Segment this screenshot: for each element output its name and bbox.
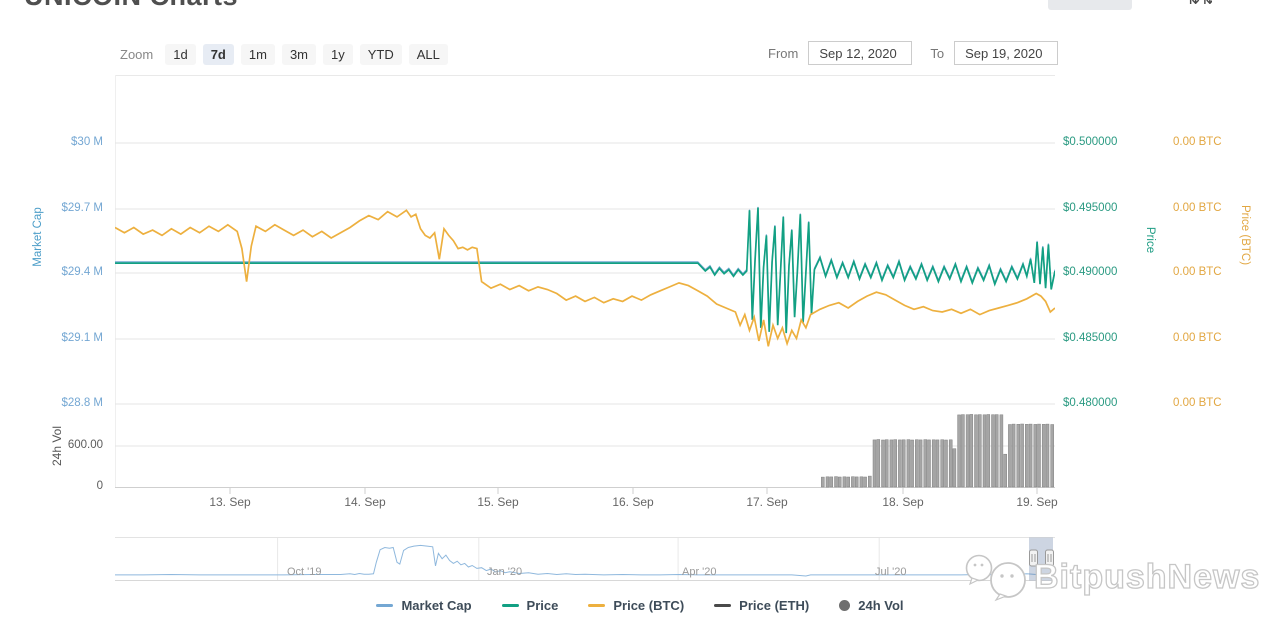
legend-marker (501, 604, 519, 607)
zoom-label: Zoom (120, 46, 154, 62)
legend-label: Market Cap (401, 598, 472, 613)
legend-item-24h-vol[interactable]: 24h Vol (839, 598, 904, 613)
range-button-1d[interactable]: 1d (165, 43, 196, 65)
x-axis-label: 13. Sep (209, 495, 251, 509)
price-btc-tick: 0.00 BTC (1173, 332, 1222, 344)
price-tick: $0.495000 (1063, 202, 1118, 214)
x-axis-label: 18. Sep (882, 495, 924, 509)
range-buttons: 1d 7d 1m 3m 1y YTD ALL (165, 43, 455, 65)
watermark-text: BitpushNews (1033, 557, 1261, 596)
range-button-3m[interactable]: 3m (281, 43, 316, 65)
navigator-line (115, 544, 1055, 577)
x-axis-label: 15. Sep (477, 495, 519, 509)
x-axis-label: 19. Sep (1016, 495, 1058, 509)
legend-label: Price (ETH) (739, 598, 810, 613)
legend-marker (714, 604, 732, 607)
price-btc-axis-title: Price (BTC) (1239, 204, 1251, 266)
price-tick: $0.500000 (1063, 136, 1118, 148)
navigator-handle[interactable] (1029, 549, 1038, 567)
price-btc-line (115, 209, 1055, 347)
legend-item-price[interactable]: Price (501, 598, 559, 613)
x-axis-label: 17. Sep (746, 495, 788, 509)
legend-marker (376, 604, 394, 607)
main-chart-plot[interactable] (115, 75, 1055, 495)
price-tick: $0.480000 (1063, 397, 1118, 409)
market-cap-tick: $29.7 M (61, 202, 103, 214)
legend-label: Price (526, 598, 559, 613)
volume-tick: 0 (96, 480, 103, 492)
zoom-range-toolbar: Zoom 1d 7d 1m 3m 1y YTD ALL (120, 42, 455, 66)
market-cap-tick: $30 M (71, 136, 103, 148)
legend-label: 24h Vol (858, 598, 904, 613)
from-date-input[interactable] (808, 41, 913, 65)
range-button-1m[interactable]: 1m (240, 43, 275, 65)
market-cap-axis-title: Market Cap (32, 207, 44, 267)
legend-item-price-btc-[interactable]: Price (BTC) (588, 598, 684, 613)
legend-item-market-cap[interactable]: Market Cap (376, 598, 472, 613)
price-btc-tick: 0.00 BTC (1173, 202, 1222, 214)
legend-marker (588, 604, 606, 607)
navigator-label: Apr '20 (682, 566, 717, 578)
chart-legend: Market Cap Price Price (BTC) Price (ETH) 24h… (0, 598, 1280, 613)
x-axis-label: 16. Sep (612, 495, 654, 509)
price-btc-tick: 0.00 BTC (1173, 397, 1222, 409)
price-tick: $0.485000 (1063, 332, 1118, 344)
page-title: UNICOIN Charts (24, 0, 444, 10)
range-button-7d[interactable]: 7d (202, 43, 234, 65)
from-label: From (768, 45, 799, 61)
date-range-toolbar: From To (768, 40, 1059, 66)
menu-icon[interactable] (1238, 0, 1262, 4)
header-button[interactable] (1048, 0, 1132, 10)
x-axis-label: 14. Sep (344, 495, 386, 509)
price-btc-tick: 0.00 BTC (1173, 136, 1222, 148)
legend-item-price-eth-[interactable]: Price (ETH) (714, 598, 809, 613)
range-button-all[interactable]: ALL (408, 43, 448, 65)
navigator-handle[interactable] (1045, 549, 1054, 567)
compare-arrows-icon[interactable]: ⇅⇅ (1186, 0, 1212, 8)
navigator-label: Jul '20 (875, 566, 907, 578)
market-cap-tick: $29.4 M (61, 266, 103, 278)
legend-marker (839, 600, 851, 611)
navigator-label: Oct '19 (287, 566, 322, 578)
price-btc-tick: 0.00 BTC (1173, 266, 1222, 278)
to-label: To (930, 45, 945, 61)
range-button-1y[interactable]: 1y (323, 43, 353, 65)
price-tick: $0.490000 (1063, 266, 1118, 278)
price-axis-title: Price (1144, 226, 1156, 254)
volume-axis-title: 24h Vol (50, 425, 64, 467)
volume-bars (821, 414, 1054, 488)
navigator-label: Jan '20 (487, 566, 523, 578)
volume-tick: 600.00 (67, 439, 103, 451)
legend-label: Price (BTC) (613, 598, 685, 613)
market-cap-tick: $28.8 M (61, 397, 103, 409)
market-cap-tick: $29.1 M (61, 332, 103, 344)
to-date-input[interactable] (954, 41, 1059, 65)
price-line (115, 207, 1055, 334)
navigator-plot[interactable] (115, 537, 1055, 582)
range-button-ytd[interactable]: YTD (359, 43, 402, 65)
